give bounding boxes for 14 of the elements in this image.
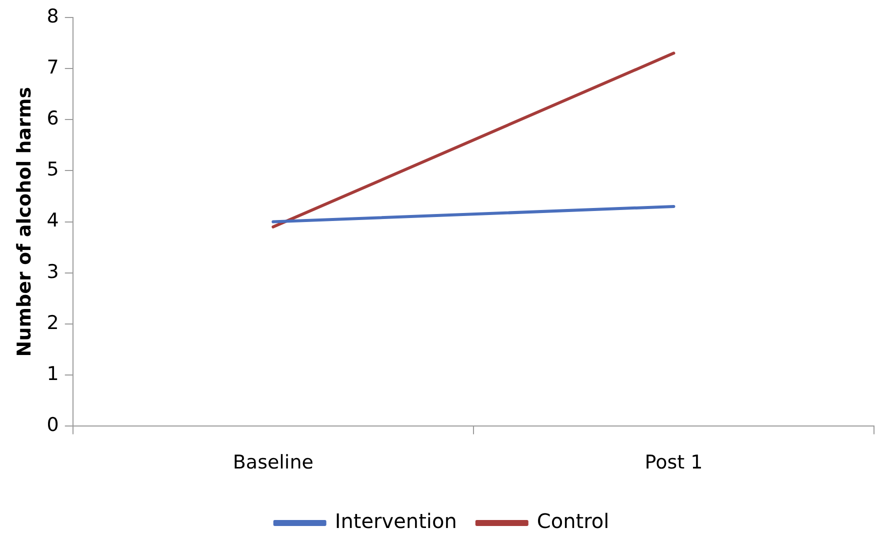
x-tick-label: Baseline: [232, 452, 314, 474]
y-tick-label: 6: [46, 108, 59, 130]
x-tick-label: Post 1: [644, 452, 703, 474]
y-tick-label: 1: [46, 363, 59, 386]
y-tick-label: 7: [46, 56, 59, 78]
y-tick-label: 8: [46, 5, 59, 28]
legend-label: Control: [536, 509, 610, 534]
y-tick-label: 4: [46, 210, 59, 232]
y-tick-label: 5: [46, 158, 59, 181]
y-tick-label: 0: [46, 414, 59, 436]
y-axis-title: Number of alcohol harms: [13, 86, 36, 357]
legend-label: Intervention: [334, 509, 457, 534]
y-tick-label: 2: [46, 312, 59, 334]
y-tick-label: 3: [46, 260, 59, 283]
